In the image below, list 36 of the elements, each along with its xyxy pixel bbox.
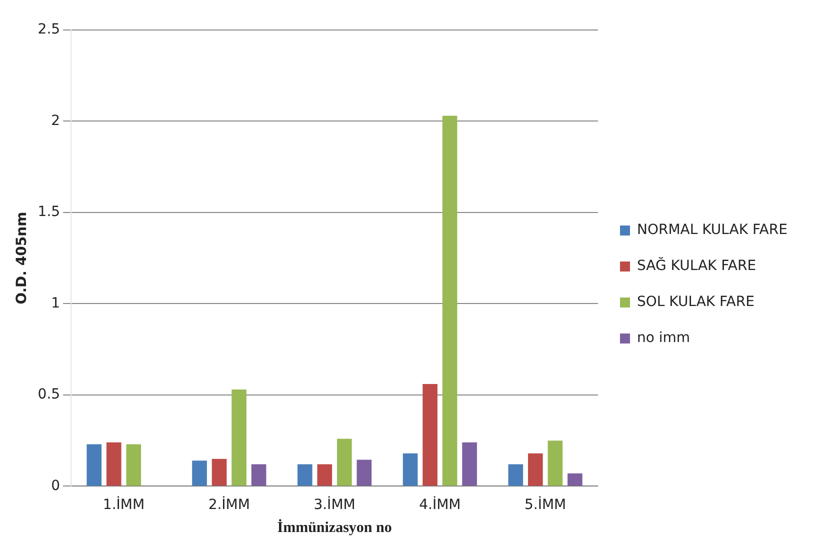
bar xyxy=(232,389,246,486)
bar xyxy=(212,458,227,486)
bar xyxy=(442,116,458,486)
x-tick-label: 4.İMM xyxy=(419,496,461,514)
bar xyxy=(337,438,352,486)
bar xyxy=(251,464,266,486)
y-tick-label: 1.5 xyxy=(38,204,60,220)
x-tick-label: 3.İMM xyxy=(314,496,356,514)
bar xyxy=(508,464,524,486)
bar xyxy=(422,384,438,486)
legend-label: SAĞ KULAK FARE xyxy=(637,257,756,274)
x-tick-label: 2.İMM xyxy=(208,496,250,514)
legend-label: NORMAL KULAK FARE xyxy=(637,222,788,238)
bar xyxy=(86,444,102,486)
bar xyxy=(548,440,563,486)
legend-label: no imm xyxy=(637,330,690,346)
y-tick-label: 2 xyxy=(51,112,60,129)
y-axis-title: O.D. 405nm xyxy=(14,212,30,304)
x-tick-label: 5.İMM xyxy=(524,496,566,514)
bar xyxy=(317,464,332,486)
y-tick-label: 0 xyxy=(51,478,60,494)
bar xyxy=(126,444,142,486)
y-tick-label: 2.5 xyxy=(38,22,60,38)
bar xyxy=(297,464,312,486)
x-tick-label: 1.İMM xyxy=(102,496,145,514)
bar xyxy=(356,460,372,486)
bar xyxy=(568,473,582,486)
bar xyxy=(462,442,477,486)
x-axis-title: İmmünizasyon no xyxy=(277,518,392,536)
y-tick-label: 0.5 xyxy=(38,386,60,403)
bar xyxy=(106,442,122,486)
bar xyxy=(402,453,418,486)
legend-label: SOL KULAK FARE xyxy=(637,294,754,310)
bar xyxy=(192,460,207,486)
y-tick-label: 1 xyxy=(51,295,60,312)
bar xyxy=(528,453,543,486)
